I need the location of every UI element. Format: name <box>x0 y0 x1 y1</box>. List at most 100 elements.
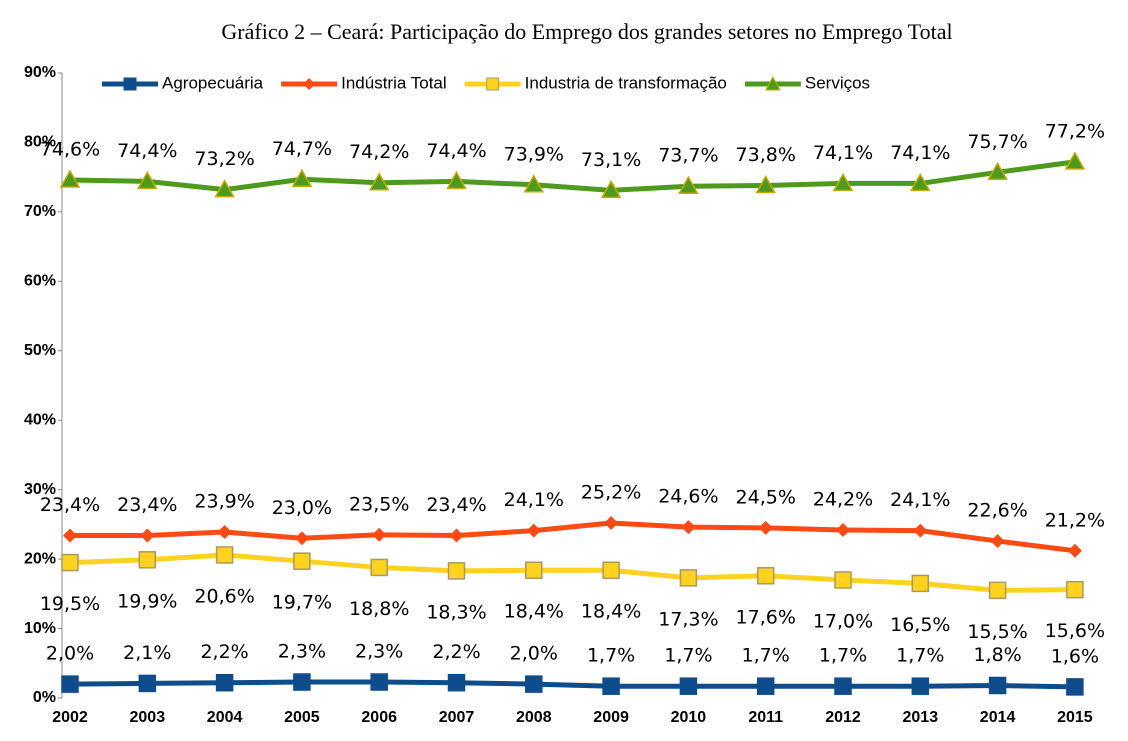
data-point <box>681 520 696 535</box>
value-label: 24,1% <box>504 489 564 511</box>
data-point <box>214 179 235 198</box>
value-label: 73,7% <box>658 145 718 167</box>
y-tick-label: 80% <box>24 134 56 151</box>
value-label: 74,2% <box>349 141 409 163</box>
data-point <box>526 523 541 538</box>
value-label: 77,2% <box>1045 120 1105 142</box>
value-label: 24,1% <box>890 489 950 511</box>
value-label: 23,4% <box>426 494 486 516</box>
x-tick-label: 2014 <box>980 709 1016 726</box>
value-label: 74,1% <box>813 142 873 164</box>
data-point <box>293 552 311 570</box>
y-tick-label: 20% <box>24 550 56 567</box>
data-point <box>1067 543 1082 558</box>
x-tick-label: 2004 <box>207 709 243 726</box>
x-tick-label: 2009 <box>593 709 629 726</box>
x-tick-label: 2013 <box>903 709 939 726</box>
value-label: 2,3% <box>355 641 403 663</box>
value-label: 19,5% <box>40 593 100 615</box>
value-label: 1,7% <box>819 645 867 667</box>
value-label: 2,0% <box>510 643 558 665</box>
y-tick-label: 40% <box>24 411 56 428</box>
value-label: 23,4% <box>117 494 177 516</box>
legend-marker <box>486 77 500 91</box>
data-point <box>372 527 387 542</box>
data-point <box>449 528 464 543</box>
y-tick-label: 10% <box>24 620 56 637</box>
data-point <box>370 673 388 691</box>
data-point <box>602 677 620 695</box>
value-label: 74,4% <box>426 140 486 162</box>
value-label: 74,7% <box>272 138 332 160</box>
value-label: 23,9% <box>194 491 254 513</box>
data-point <box>834 571 852 589</box>
data-point <box>217 525 232 540</box>
y-tick-label: 0% <box>33 689 56 706</box>
value-label: 18,4% <box>504 601 564 623</box>
value-label: 24,5% <box>736 486 796 508</box>
value-label: 73,9% <box>504 143 564 165</box>
data-point <box>447 562 466 580</box>
data-point <box>1066 678 1084 696</box>
x-tick-label: 2012 <box>825 709 861 726</box>
x-tick-label: 2002 <box>52 709 88 726</box>
series-line <box>70 520 1076 554</box>
data-point <box>138 551 157 569</box>
value-label: 74,6% <box>40 138 100 160</box>
value-label: 20,6% <box>194 585 254 607</box>
chart-title: Gráfico 2 – Ceará: Participação do Empre… <box>221 19 952 44</box>
value-label: 25,2% <box>581 482 641 504</box>
value-label: 18,8% <box>349 598 409 620</box>
data-point <box>910 172 931 192</box>
y-tick-label: 70% <box>24 203 56 220</box>
value-label: 74,1% <box>890 142 950 164</box>
data-point <box>911 574 930 593</box>
data-point <box>911 677 930 695</box>
value-label: 1,8% <box>973 644 1021 666</box>
value-label: 1,7% <box>742 645 790 667</box>
value-label: 19,9% <box>117 590 177 612</box>
data-point <box>987 161 1008 181</box>
value-label: 18,3% <box>426 601 486 623</box>
x-tick-label: 2005 <box>284 709 320 726</box>
data-point <box>294 531 309 546</box>
value-label: 73,8% <box>736 144 796 166</box>
y-tick-label: 30% <box>24 481 56 498</box>
data-point <box>446 170 467 190</box>
x-tick-label: 2010 <box>671 709 707 726</box>
data-point <box>140 528 155 543</box>
data-point <box>447 673 466 692</box>
data-point <box>138 674 157 693</box>
data-point <box>61 553 79 572</box>
x-tick-label: 2008 <box>516 709 552 726</box>
value-label: 1,6% <box>1051 645 1099 667</box>
data-point <box>678 175 699 194</box>
data-point <box>368 172 390 191</box>
legend-label: Industria de transformação <box>525 73 727 92</box>
value-label: 74,4% <box>117 140 177 162</box>
data-point <box>834 677 852 695</box>
data-point <box>293 673 311 691</box>
value-label: 24,6% <box>658 486 718 508</box>
data-point <box>137 170 158 190</box>
data-point <box>604 516 619 530</box>
value-label: 75,7% <box>967 131 1027 153</box>
x-tick-label: 2011 <box>748 709 783 726</box>
data-point <box>679 677 698 695</box>
value-label: 21,2% <box>1045 509 1105 531</box>
value-label: 17,3% <box>658 608 718 630</box>
value-label: 24,2% <box>813 488 873 510</box>
data-point <box>832 172 854 192</box>
data-point <box>679 569 698 587</box>
data-point <box>836 522 850 537</box>
series-line <box>69 679 1075 690</box>
value-label: 2,1% <box>123 642 171 664</box>
value-label: 73,2% <box>194 148 254 170</box>
series-line <box>69 159 1076 193</box>
legend-marker <box>123 77 137 91</box>
data-point <box>215 673 234 692</box>
value-label: 23,4% <box>40 494 100 516</box>
legend-label: Agropecuária <box>162 73 264 92</box>
value-label: 2,0% <box>46 643 94 665</box>
